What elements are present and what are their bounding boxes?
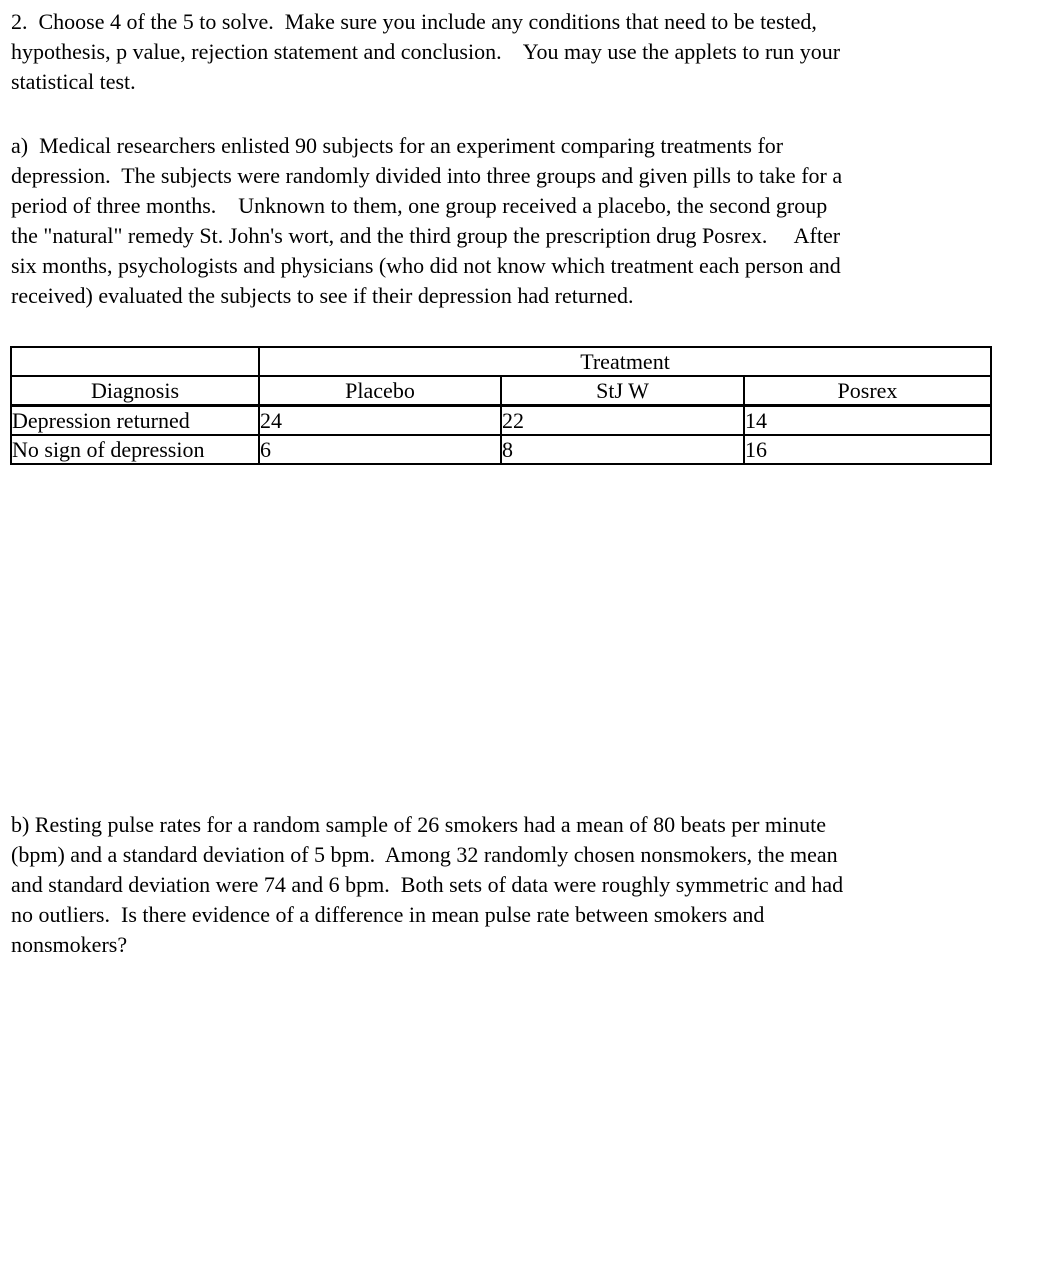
column-header-row: Diagnosis Placebo StJ W Posrex: [10, 375, 992, 407]
row-label-depression-returned: Depression returned: [10, 404, 260, 436]
part-b-text: b) Resting pulse rates for a random samp…: [11, 812, 844, 957]
cell-depression-posrex: 14: [743, 404, 992, 436]
row-label-no-sign: No sign of depression: [10, 434, 260, 465]
cell-nosign-posrex: 16: [743, 434, 992, 465]
posrex-header-cell: Posrex: [743, 375, 992, 407]
table-row-depression-returned: Depression returned 24 22 14: [10, 404, 992, 436]
table-corner-blank-cell: [10, 346, 260, 377]
cell-nosign-placebo: 6: [258, 434, 502, 465]
placebo-header-cell: Placebo: [258, 375, 502, 407]
table-row-no-sign: No sign of depression 6 8 16: [10, 434, 992, 465]
treatment-header-cell: Treatment: [258, 346, 992, 377]
treatment-header-row: Treatment: [10, 346, 992, 377]
stjw-header-cell: StJ W: [500, 375, 745, 407]
cell-depression-stjw: 22: [500, 404, 745, 436]
cell-nosign-stjw: 8: [500, 434, 745, 465]
treatment-results-table: Treatment Diagnosis Placebo StJ W Posrex…: [10, 346, 992, 465]
part-a-text: a) Medical researchers enlisted 90 subje…: [11, 133, 843, 308]
cell-depression-placebo: 24: [258, 404, 502, 436]
question-intro-text: 2. Choose 4 of the 5 to solve. Make sure…: [11, 9, 841, 94]
diagnosis-header-cell: Diagnosis: [10, 375, 260, 407]
